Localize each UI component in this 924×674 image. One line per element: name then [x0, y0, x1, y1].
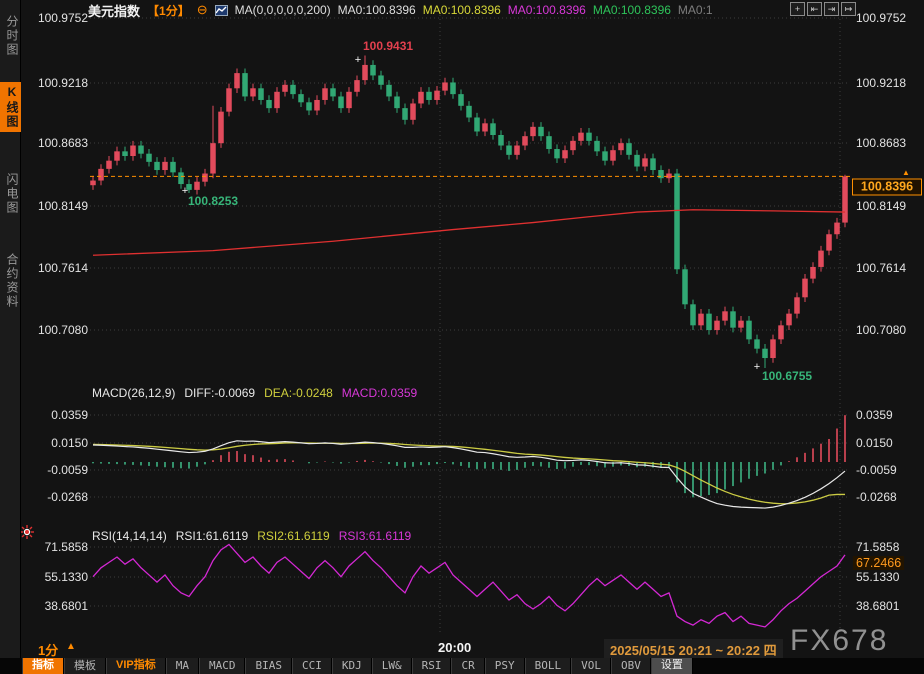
- rsi2-value: RSI2:61.6119: [257, 529, 330, 543]
- toolbar-button-设置[interactable]: 设置: [650, 658, 693, 674]
- axis-tick-label: 38.6801: [44, 599, 88, 613]
- low-cross-marker: +: [181, 185, 189, 197]
- toolbar-button-LW&[interactable]: LW&: [371, 658, 412, 674]
- current-price-tag: 100.8396: [852, 178, 922, 196]
- axis-tick-label: 55.1330: [44, 570, 88, 584]
- toolbar-button-KDJ[interactable]: KDJ: [331, 658, 372, 674]
- toolbar-button-BIAS[interactable]: BIAS: [245, 658, 292, 674]
- time-axis-strip: 1分 ▲ 20:00 2025/05/15 20:21 ~ 20:22 四 FX…: [0, 624, 924, 660]
- pan-right-icon[interactable]: ⇥: [824, 2, 839, 16]
- axis-tick-label: -0.0268: [47, 490, 88, 504]
- ma0-value-magenta: MA0:100.8396: [507, 3, 586, 17]
- axis-tick-label: 0.0150: [51, 436, 88, 450]
- chart-type-sidebar: 分时图 K线图闪电图合约资料: [0, 0, 21, 658]
- toolbar-button-RSI[interactable]: RSI: [411, 658, 452, 674]
- macd-title: MACD(26,12,9): [92, 386, 176, 400]
- ma-settings: MA(0,0,0,0,0,200): [234, 3, 331, 17]
- axis-tick-label: 100.8683: [856, 136, 907, 150]
- sidebar-tab-2[interactable]: K线图: [0, 82, 21, 132]
- axis-tick-label: 100.7080: [856, 323, 907, 337]
- indicator-toolbar: 指标 模板 VIP指标 MA MACD BIAS CCI KDJ LW& RSI CR PSY BOLL…: [0, 658, 924, 674]
- period-label[interactable]: 【1分】: [147, 3, 190, 18]
- axis-tick-label: 100.9752: [37, 11, 88, 25]
- toolbar-button-MACD[interactable]: MACD: [198, 658, 246, 674]
- axis-tick-label: 100.7080: [37, 323, 88, 337]
- axis-tick-label: 71.5858: [44, 540, 88, 554]
- axis-tick-label: 71.5858: [856, 540, 900, 554]
- period-selector[interactable]: 1分: [38, 643, 59, 658]
- session-low-label: 100.6755: [762, 369, 813, 383]
- pan-tool-icon[interactable]: +: [790, 2, 805, 16]
- toolbar-button-VIP指标[interactable]: VIP指标: [106, 658, 166, 674]
- macd-macd-value: MACD:0.0359: [341, 386, 418, 400]
- toolbar-button-BOLL[interactable]: BOLL: [524, 658, 572, 674]
- axis-tick-label: 0.0359: [856, 408, 893, 422]
- axis-tick-label: -0.0059: [856, 463, 897, 477]
- macd-dea-value: DEA:-0.0248: [264, 386, 333, 400]
- chart-tool-icons: + ⇤ ⇥ ↦: [790, 2, 856, 16]
- ma-chart-icon: [214, 4, 228, 16]
- macd-header: MACD(26,12,9) DIFF:-0.0069 DEA:-0.0248 M…: [92, 386, 417, 400]
- macd-diff-value: DIFF:-0.0069: [184, 386, 256, 400]
- toolbar-button-CCI[interactable]: CCI: [291, 658, 332, 674]
- axis-tick-label: -0.0059: [47, 463, 88, 477]
- pan-left-icon[interactable]: ⇤: [807, 2, 822, 16]
- sidebar-tab-4[interactable]: 合约资料: [5, 253, 19, 309]
- axis-tick-label: 100.7614: [856, 261, 907, 275]
- toolbar-button-MA[interactable]: MA: [165, 658, 199, 674]
- price-up-arrow-icon: ▲: [902, 168, 910, 177]
- axis-tick-label: 100.9218: [856, 76, 907, 90]
- rsi-title: RSI(14,14,14): [92, 529, 167, 543]
- symbol-name: 美元指数: [88, 3, 141, 19]
- axis-tick-label: 100.9218: [37, 76, 88, 90]
- low-cross-marker: +: [753, 361, 761, 373]
- ma0-value-white: MA0:100.8396: [337, 3, 416, 17]
- toolbar-button-CR[interactable]: CR: [451, 658, 485, 674]
- axis-tick-label: 100.7614: [37, 261, 88, 275]
- toolbar-button-PSY[interactable]: PSY: [484, 658, 525, 674]
- axis-tick-label: 100.8149: [856, 199, 907, 213]
- sidebar-tab-3[interactable]: 闪电图: [5, 173, 19, 215]
- rsi-current-tag: 67.2466: [853, 556, 905, 570]
- ma0-value-gray: MA0:1: [677, 3, 713, 17]
- swing-low-label: 100.8253: [188, 194, 239, 208]
- rsi1-value: RSI1:61.6119: [175, 529, 249, 543]
- axis-tick-label: 100.8683: [37, 136, 88, 150]
- axis-tick-label: -0.0268: [856, 490, 897, 504]
- axis-tick-label: 0.0359: [51, 408, 88, 422]
- high-cross-marker: +: [354, 54, 362, 66]
- ma0-value-green: MA0:100.8396: [592, 3, 671, 17]
- toolbar-button-OBV[interactable]: OBV: [610, 658, 651, 674]
- rsi-header: RSI(14,14,14) RSI1:61.6119 RSI2:61.6119 …: [92, 529, 411, 543]
- axis-tick-label: 100.9752: [856, 11, 907, 25]
- ma0-value-yellow: MA0:100.8396: [422, 3, 501, 17]
- titlebar: 美元指数 【1分】 ⊖ MA(0,0,0,0,0,200) MA0:100.83…: [88, 2, 713, 19]
- exit-chart-icon[interactable]: ↦: [841, 2, 856, 16]
- collapse-icon[interactable]: ⊖: [196, 2, 208, 17]
- axis-tick-label: 38.6801: [856, 599, 900, 613]
- axis-tick-label: 100.8149: [37, 199, 88, 213]
- axis-tick-label: 55.1330: [856, 570, 900, 584]
- sidebar-tab-1[interactable]: 分时图: [5, 15, 19, 57]
- toolbar-button-模板[interactable]: 模板: [64, 658, 106, 674]
- toolbar-button-VOL[interactable]: VOL: [571, 658, 611, 674]
- toolbar-button-指标[interactable]: 指标: [22, 658, 64, 674]
- time-tick-label: 20:00: [438, 640, 472, 655]
- session-high-label: 100.9431: [363, 39, 414, 53]
- drawing-target-icon[interactable]: [20, 525, 34, 539]
- period-arrow-icon[interactable]: ▲: [66, 641, 76, 652]
- datetime-range-label: 2025/05/15 20:21 ~ 20:22 四: [604, 639, 783, 660]
- rsi3-value: RSI3:61.6119: [338, 529, 412, 543]
- axis-tick-label: 0.0150: [856, 436, 893, 450]
- fx678-watermark: FX678: [790, 624, 889, 657]
